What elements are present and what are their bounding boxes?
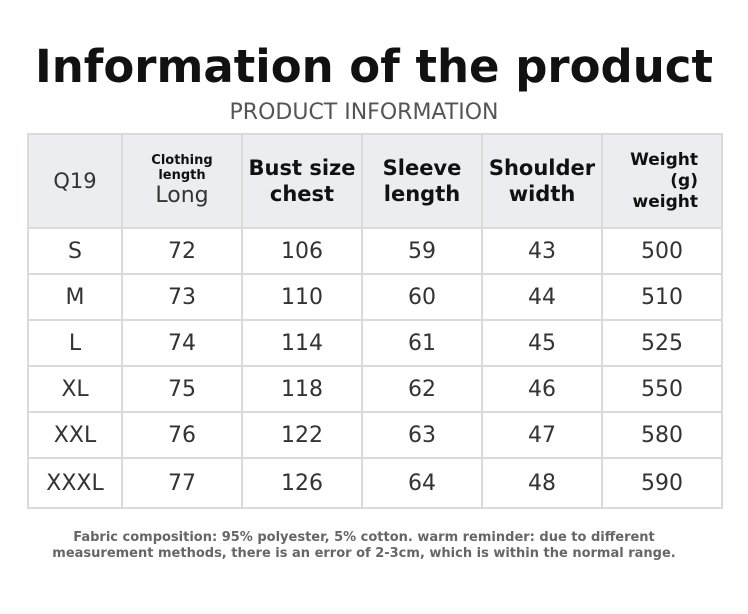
header-clothing-length-long: Long [155, 183, 209, 208]
cell-sleeve: 60 [361, 273, 483, 321]
table-row: M 73 110 60 44 510 [27, 273, 723, 321]
cell-length: 73 [121, 273, 243, 321]
cell-bust: 122 [241, 411, 363, 459]
page-subtitle: PRODUCT INFORMATION [229, 100, 499, 125]
cell-bust: 118 [241, 365, 363, 413]
table-row: L 74 114 61 45 525 [27, 319, 723, 367]
footnote-line-1: Fabric composition: 95% polyester, 5% co… [73, 530, 655, 545]
cell-size: L [27, 319, 123, 367]
cell-sleeve: 61 [361, 319, 483, 367]
table-row: XL 75 118 62 46 550 [27, 365, 723, 413]
header-bust: Bust size chest [241, 133, 363, 229]
cell-shoulder: 47 [481, 411, 603, 459]
footnote: Fabric composition: 95% polyester, 5% co… [0, 530, 728, 562]
table-row: S 72 106 59 43 500 [27, 227, 723, 275]
header-clothing-length-label: Clothing length [151, 153, 213, 183]
cell-weight: 500 [601, 227, 723, 275]
cell-length: 72 [121, 227, 243, 275]
cell-bust: 126 [241, 457, 363, 509]
cell-shoulder: 45 [481, 319, 603, 367]
cell-size: XL [27, 365, 123, 413]
cell-size: XXXL [27, 457, 123, 509]
footnote-line-2: measurement methods, there is an error o… [52, 546, 676, 561]
cell-weight: 590 [601, 457, 723, 509]
header-weight: Weight (g) weight [601, 133, 723, 229]
cell-bust: 114 [241, 319, 363, 367]
cell-shoulder: 46 [481, 365, 603, 413]
cell-weight: 580 [601, 411, 723, 459]
cell-length: 75 [121, 365, 243, 413]
cell-weight: 510 [601, 273, 723, 321]
cell-bust: 106 [241, 227, 363, 275]
header-sleeve: Sleeve length [361, 133, 483, 229]
size-table: Q19 Clothing length Long Bust size chest… [27, 133, 723, 509]
header-shoulder: Shoulder width [481, 133, 603, 229]
cell-size: M [27, 273, 123, 321]
cell-shoulder: 48 [481, 457, 603, 509]
cell-bust: 110 [241, 273, 363, 321]
table-row: XXL 76 122 63 47 580 [27, 411, 723, 459]
cell-sleeve: 59 [361, 227, 483, 275]
cell-weight: 525 [601, 319, 723, 367]
cell-weight: 550 [601, 365, 723, 413]
cell-shoulder: 43 [481, 227, 603, 275]
cell-shoulder: 44 [481, 273, 603, 321]
page-title: Information of the product [35, 40, 713, 93]
table-header-row: Q19 Clothing length Long Bust size chest… [27, 133, 723, 229]
cell-length: 77 [121, 457, 243, 509]
header-clothing-length: Clothing length Long [121, 133, 243, 229]
cell-size: XXL [27, 411, 123, 459]
cell-size: S [27, 227, 123, 275]
table-row: XXXL 77 126 64 48 590 [27, 457, 723, 509]
cell-length: 74 [121, 319, 243, 367]
cell-sleeve: 63 [361, 411, 483, 459]
cell-sleeve: 64 [361, 457, 483, 509]
header-model: Q19 [27, 133, 123, 229]
cell-length: 76 [121, 411, 243, 459]
cell-sleeve: 62 [361, 365, 483, 413]
